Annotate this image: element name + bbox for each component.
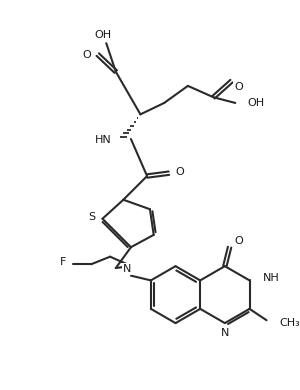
Text: NH: NH [263, 273, 280, 282]
Text: OH: OH [248, 98, 265, 108]
Text: N: N [123, 264, 131, 274]
Text: N: N [221, 328, 229, 338]
Text: O: O [234, 82, 243, 92]
Text: OH: OH [95, 30, 112, 40]
Text: O: O [82, 50, 91, 60]
Text: CH₃: CH₃ [279, 318, 300, 328]
Text: F: F [60, 257, 66, 268]
Text: O: O [176, 167, 184, 177]
Text: S: S [88, 212, 95, 222]
Text: O: O [234, 236, 243, 246]
Text: HN: HN [95, 135, 112, 145]
